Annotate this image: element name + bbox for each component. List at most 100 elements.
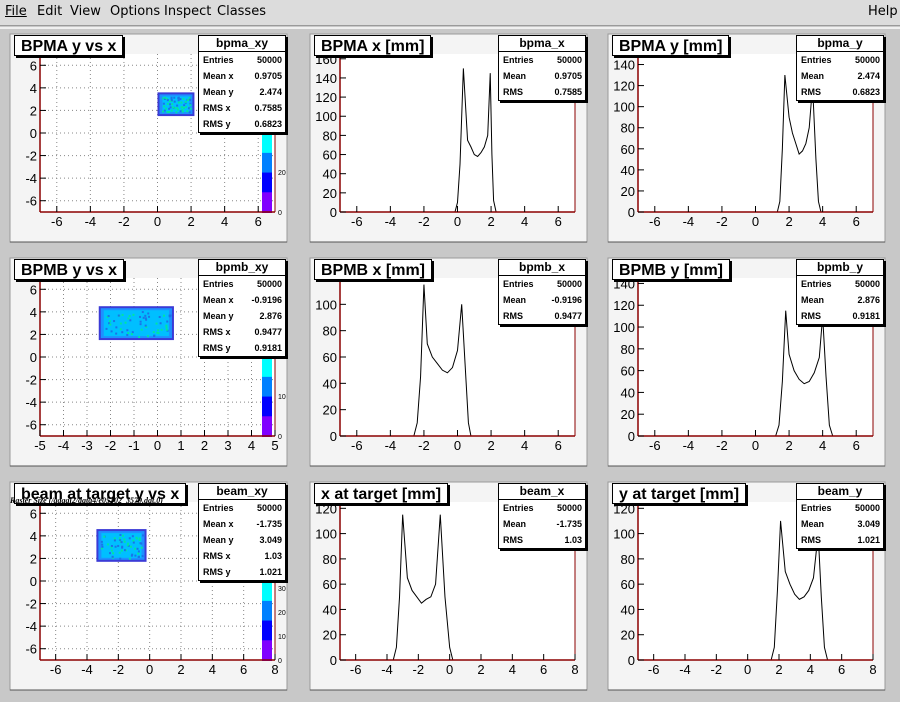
y-tick-label: 0 (628, 653, 635, 668)
stats-row: RMS y 1.021 (199, 564, 285, 580)
y-tick-label: 100 (613, 100, 635, 115)
x-tick-label: -4 (58, 438, 70, 453)
y-tick-label: 0 (30, 574, 37, 589)
x-tick-label: 4 (521, 214, 528, 229)
density-cell (145, 318, 148, 321)
menu-help[interactable]: Help (868, 4, 898, 19)
y-tick-label: 80 (323, 324, 337, 339)
stats-row: Mean y 2.474 (199, 84, 285, 100)
x-tick-label: -6 (350, 662, 362, 677)
density-cell (142, 316, 145, 319)
stats-key: Mean x (203, 71, 234, 81)
density-cell (131, 535, 134, 538)
y-tick-label: 20 (323, 403, 337, 418)
stats-value: 0.9181 (852, 311, 880, 321)
colorbar-segment (262, 581, 272, 602)
menu-options[interactable]: Options (110, 4, 161, 19)
density-cell (163, 105, 166, 108)
density-cell (109, 323, 112, 326)
density-cell (166, 111, 169, 114)
stats-key: Mean (801, 71, 825, 81)
stats-value: 0.6823 (852, 87, 880, 97)
density-cell (127, 317, 130, 320)
stats-value: 1.03 (264, 551, 282, 561)
density-cell (177, 99, 180, 102)
density-cell (139, 323, 142, 326)
density-cell (147, 335, 150, 338)
density-cell (166, 99, 169, 102)
density-cell (147, 312, 150, 315)
y-tick-label: -6 (25, 642, 37, 657)
density-cell (168, 111, 171, 114)
stats-key: Entries (801, 279, 832, 289)
menu-view[interactable]: View (70, 4, 101, 19)
x-tick-label: -4 (679, 662, 691, 677)
menu-inspect[interactable]: Inspect (164, 4, 212, 19)
y-tick-label: 4 (30, 81, 37, 96)
density-cell (148, 315, 151, 318)
colorbar-tick-label: 20 (278, 354, 286, 361)
colorbar-tick-label: 20 (278, 610, 286, 617)
y-tick-label: 100 (613, 320, 635, 335)
density-cell (168, 107, 171, 110)
stats-row: RMS 0.9477 (499, 308, 585, 324)
x-tick-label: 8 (869, 662, 876, 677)
menu-file[interactable]: File (5, 4, 27, 19)
density-cell (107, 315, 110, 318)
stats-name: beam_xy (199, 484, 285, 500)
colorbar-segment (262, 133, 272, 154)
y-tick-label: -4 (25, 171, 37, 186)
density-cell (166, 98, 169, 101)
stats-row: RMS 1.021 (797, 532, 883, 548)
density-cell (170, 97, 173, 100)
stats-value: 2.876 (857, 295, 880, 305)
density-cell (123, 540, 126, 543)
density-cell (173, 100, 176, 103)
density-cell (136, 537, 139, 540)
stats-row: Mean x -1.735 (199, 516, 285, 532)
density-cell (121, 331, 124, 334)
y-tick-label: 20 (621, 184, 635, 199)
density-cell (120, 549, 123, 552)
stats-value: 50000 (556, 55, 582, 65)
density-cell (177, 101, 180, 104)
x-tick-label: 0 (154, 438, 161, 453)
canvas-note: Raster Size (/adaql2/data4/e05102_3579.d… (10, 496, 163, 505)
stats-box: bpmb_y Entries 50000 Mean 2.876 RMS 0.9181 (796, 259, 884, 325)
y-tick-label: 120 (315, 90, 337, 105)
density-cell (100, 547, 103, 550)
y-tick-label: -2 (25, 597, 37, 612)
density-cell (183, 104, 186, 107)
density-cell (132, 539, 135, 542)
density-cell (121, 534, 124, 537)
density-cell (115, 332, 118, 335)
x-tick-label: -4 (683, 438, 695, 453)
y-tick-label: 60 (621, 364, 635, 379)
root-canvas[interactable]: 0204060-6-4-20246-6-4-20246-6-4-20246020… (0, 27, 900, 702)
stats-value: 50000 (556, 503, 582, 513)
density-cell (113, 539, 116, 542)
density-cell (164, 96, 167, 99)
density-cell (189, 103, 192, 106)
density-cell (177, 97, 180, 100)
density-cell (180, 106, 183, 109)
x-tick-label: 0 (752, 438, 759, 453)
density-cell (141, 311, 144, 314)
density-cell (166, 102, 169, 105)
menu-edit[interactable]: Edit (37, 4, 63, 19)
density-cell (111, 555, 114, 558)
density-cell (132, 541, 135, 544)
density-cell (126, 544, 129, 547)
colorbar-tick-label: 0 (278, 210, 282, 217)
density-cell (157, 329, 160, 332)
x-tick-label: -6 (649, 438, 661, 453)
menu-classes[interactable]: Classes (217, 4, 266, 19)
stats-name: bpma_xy (199, 36, 285, 52)
density-cell (107, 543, 110, 546)
density-cell (110, 330, 113, 333)
density-cell (181, 110, 184, 113)
x-tick-label: -6 (351, 214, 363, 229)
y-tick-label: 120 (613, 79, 635, 94)
stats-key: Mean (503, 71, 527, 81)
